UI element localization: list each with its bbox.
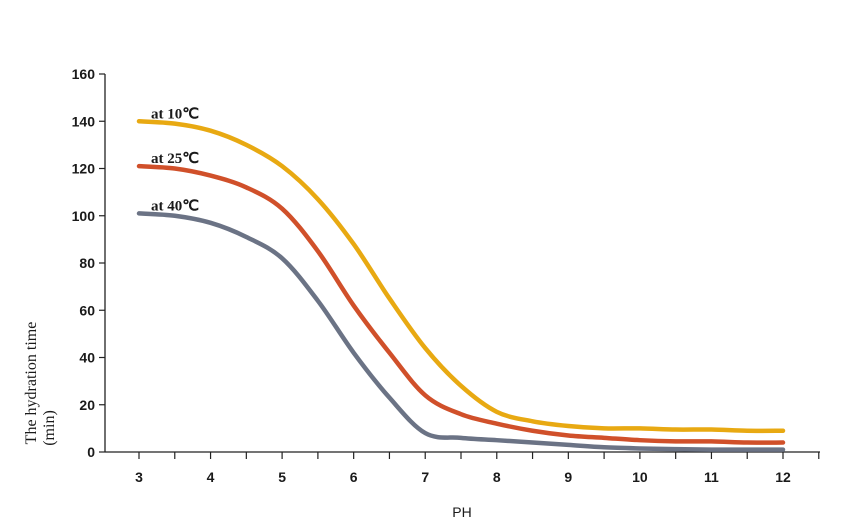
x-tick-label: 11 bbox=[704, 469, 719, 485]
y-tick-label: 20 bbox=[79, 397, 95, 413]
series-label-2: at 25℃ bbox=[151, 151, 199, 167]
y-tick-label: 160 bbox=[72, 66, 96, 82]
series-line-2 bbox=[136, 163, 786, 445]
x-tick-label: 3 bbox=[135, 469, 143, 485]
x-tick-label: 8 bbox=[493, 469, 501, 485]
series-label-1: at 10℃ bbox=[151, 106, 199, 122]
x-axis-label: PH bbox=[452, 504, 471, 520]
x-tick-label: 7 bbox=[421, 469, 429, 485]
y-axis-label-line-1: The hydration time bbox=[23, 322, 40, 445]
x-tick-label: 5 bbox=[278, 469, 286, 485]
x-ticks: 3 4 5 6 7 8 9 10 11 12 bbox=[135, 452, 820, 485]
y-tick-label: 0 bbox=[87, 444, 95, 460]
series-line-3 bbox=[136, 211, 786, 452]
x-tick-label: 4 bbox=[207, 469, 215, 485]
y-tick-label: 80 bbox=[79, 255, 95, 271]
x-tick-label: 9 bbox=[564, 469, 572, 485]
y-tick-label: 40 bbox=[79, 350, 95, 366]
series-lines bbox=[136, 119, 786, 452]
y-tick-label: 140 bbox=[72, 113, 96, 129]
series-line-1 bbox=[136, 119, 786, 434]
y-tick-label: 100 bbox=[72, 208, 96, 224]
y-tick-label: 60 bbox=[79, 302, 95, 318]
x-tick-label: 12 bbox=[775, 469, 791, 485]
y-axis-label: The hydration time (min) bbox=[23, 322, 58, 446]
x-tick-label: 6 bbox=[350, 469, 358, 485]
series-labels: at 10℃ at 25℃ at 40℃ bbox=[151, 106, 199, 214]
series-label-3: at 40℃ bbox=[151, 198, 199, 214]
y-ticks: 0 20 40 60 80 100 120 140 160 bbox=[72, 66, 105, 460]
y-axis-label-line-2: (min) bbox=[41, 410, 58, 446]
x-tick-label: 10 bbox=[632, 469, 648, 485]
y-tick-label: 120 bbox=[72, 161, 96, 177]
